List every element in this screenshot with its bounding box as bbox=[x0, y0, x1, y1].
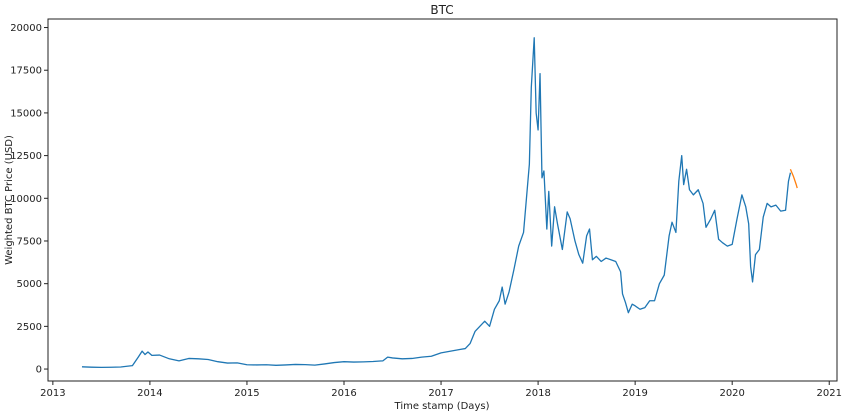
y-tick-label: 5000 bbox=[17, 279, 42, 290]
x-tick-label: 2019 bbox=[622, 388, 647, 399]
y-tick-label: 12500 bbox=[10, 151, 42, 162]
x-tick-label: 2017 bbox=[428, 388, 453, 399]
y-tick-label: 10000 bbox=[10, 194, 42, 205]
x-axis-title: Time stamp (Days) bbox=[394, 401, 490, 412]
x-tick-label: 2015 bbox=[234, 388, 259, 399]
y-tick-label: 7500 bbox=[17, 236, 42, 247]
y-axis: 0 2500 5000 7500 10000 12500 15000 17500 20000 bbox=[10, 23, 48, 376]
chart-title: BTC bbox=[430, 3, 453, 17]
x-tick-label: 2016 bbox=[331, 388, 356, 399]
y-tick-label: 0 bbox=[36, 365, 42, 376]
y-tick-label: 20000 bbox=[10, 23, 42, 34]
y-axis-title: Weighted BTC Price (USD) bbox=[4, 135, 15, 265]
y-tick-label: 15000 bbox=[10, 108, 42, 119]
x-tick-label: 2014 bbox=[137, 388, 162, 399]
x-tick-label: 2020 bbox=[719, 388, 744, 399]
x-tick-label: 2013 bbox=[40, 388, 65, 399]
y-tick-label: 17500 bbox=[10, 66, 42, 77]
y-tick-label: 2500 bbox=[17, 322, 42, 333]
price-line bbox=[81, 37, 792, 368]
forecast-line bbox=[789, 169, 798, 189]
x-axis: 2013 2014 2015 2016 2017 2018 2019 2020 2021 bbox=[40, 381, 842, 399]
plot-frame bbox=[47, 18, 838, 382]
series-group bbox=[81, 37, 798, 368]
x-tick-label: 2018 bbox=[525, 388, 550, 399]
x-tick-label: 2021 bbox=[817, 388, 842, 399]
